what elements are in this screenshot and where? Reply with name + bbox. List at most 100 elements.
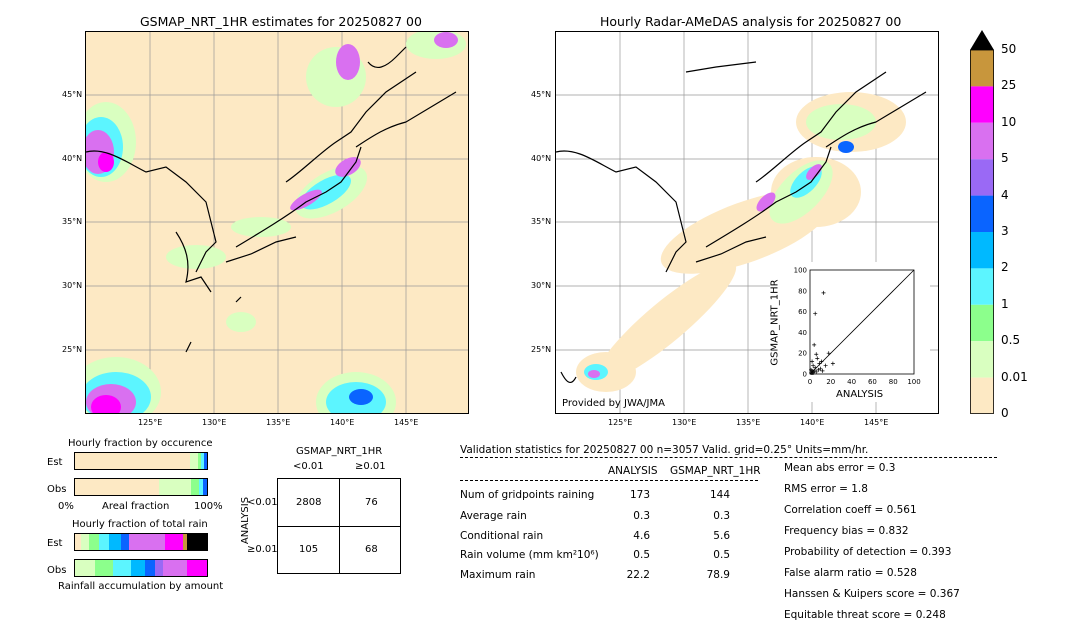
left-lat-35: 35°N	[62, 217, 83, 226]
right-lon-135: 135°E	[736, 418, 761, 427]
right-coastlines	[556, 61, 927, 384]
validation-analysis-value: 0.3	[633, 510, 650, 522]
contingency-row-2: ≥0.01	[247, 544, 278, 555]
occurrence-axis-left: 0%	[58, 501, 74, 512]
scatter-point	[814, 352, 819, 357]
colorbar-tick-label: 3	[1001, 224, 1009, 238]
validation-col-gsmap: GSMAP_NRT_1HR	[670, 465, 761, 477]
left-lon-125: 125°E	[138, 418, 163, 427]
right-lat-35: 35°N	[531, 217, 552, 226]
scatter-point	[821, 290, 826, 295]
score-line: Correlation coeff = 0.561	[784, 504, 917, 516]
scatter-point	[813, 365, 818, 370]
occurrence-bar-obs	[74, 478, 208, 496]
left-lon-135: 135°E	[266, 418, 291, 427]
colorbar-segment	[970, 232, 994, 269]
colorbar-tick-label: 5	[1001, 151, 1009, 166]
occurrence-bar-est	[74, 452, 208, 470]
validation-row-label: Average rain	[460, 510, 527, 522]
scatter-point	[818, 366, 823, 371]
left-map-title: GSMAP_NRT_1HR estimates for 20250827 00	[140, 14, 422, 29]
scatter-panel: 0 0 20 20 40 40 60 60 80 80 100 100 ANALYSIS GSMAP_…	[770, 262, 930, 402]
left-lon-130: 130°E	[202, 418, 227, 427]
scatter-point	[820, 368, 825, 373]
validation-gsmap-value: 0.3	[713, 510, 730, 522]
scatter-point	[810, 368, 815, 373]
colorbar-segment	[970, 122, 994, 160]
colorbar-tick-label: 0	[1001, 406, 1009, 420]
colorbar-segment	[970, 341, 994, 378]
total-rain-bar-obs	[74, 559, 208, 577]
scatter-xtick: 80	[889, 378, 898, 386]
validation-analysis-value: 22.2	[626, 569, 650, 581]
colorbar-segment	[970, 50, 994, 87]
score-line: Probability of detection = 0.393	[784, 546, 952, 558]
left-lat-40: 40°N	[62, 154, 83, 163]
contingency-cell: 68	[365, 544, 378, 555]
scatter-point	[815, 356, 820, 361]
right-map-title: Hourly Radar-AMeDAS analysis for 2025082…	[600, 14, 902, 29]
score-line: Frequency bias = 0.832	[784, 525, 909, 537]
colorbar	[970, 30, 994, 414]
left-lat-25: 25°N	[62, 345, 83, 354]
colorbar-tick-label: 2	[1001, 260, 1009, 275]
contingency-col-1: <0.01	[293, 461, 324, 472]
scatter-point	[819, 359, 824, 364]
occurrence-row-est: Est	[47, 457, 63, 468]
scatter-point	[816, 367, 821, 372]
colorbar-extend	[970, 30, 994, 50]
contingency-row-1: <0.01	[247, 497, 278, 508]
validation-gsmap-value: 0.5	[713, 549, 730, 561]
scatter-point	[810, 359, 815, 364]
left-lon-145: 145°E	[394, 418, 419, 427]
scatter-ylabel: GSMAP_NRT_1HR	[769, 279, 781, 366]
scatter-xtick: 0	[808, 378, 812, 386]
total-rain-row-est: Est	[47, 538, 63, 549]
occurrence-axis-right: 100%	[194, 501, 223, 512]
left-lat-30: 30°N	[62, 281, 83, 290]
right-radar-coverage	[576, 92, 906, 392]
score-line: RMS error = 1.8	[784, 483, 868, 495]
occurrence-title: Hourly fraction by occurence	[68, 438, 213, 449]
scatter-xlabel: ANALYSIS	[836, 389, 884, 400]
scatter-ytick: 100	[794, 267, 807, 275]
score-line: Mean abs error = 0.3	[784, 462, 896, 474]
score-line: Equitable threat score = 0.248	[784, 609, 946, 621]
left-lon-140: 140°E	[330, 418, 355, 427]
contingency-table: 2808 76 105 68	[277, 478, 401, 574]
colorbar-tick-label: 0.01	[1001, 369, 1028, 384]
right-map-canvas	[556, 32, 938, 413]
scatter-xtick: 60	[868, 378, 877, 386]
validation-subdivider	[460, 480, 758, 481]
validation-row-label: Num of gridpoints raining	[460, 489, 595, 501]
scatter-ytick: 60	[798, 308, 807, 316]
total-rain-bar-est	[74, 533, 208, 551]
scatter-plot: 00 20 20 40 40 60 60 80 80 100 100	[794, 267, 921, 387]
scatter-point	[826, 351, 831, 356]
left-coastlines	[86, 46, 457, 353]
contingency-cell: 105	[299, 544, 319, 555]
scatter-ytick: 20	[798, 350, 807, 358]
validation-gsmap-value: 144	[709, 489, 730, 501]
colorbar-tick-label: 0.5	[1001, 333, 1021, 348]
left-map	[85, 31, 469, 414]
validation-gsmap-value: 5.6	[713, 530, 730, 542]
right-lon-140: 140°E	[800, 418, 825, 427]
colorbar-tick-label: 50	[1001, 42, 1017, 56]
validation-analysis-value: 0.5	[633, 549, 650, 561]
validation-row-label: Rain volume (mm km²10⁶)	[460, 549, 599, 561]
right-lat-45: 45°N	[531, 90, 552, 99]
contingency-cell: 76	[365, 497, 378, 508]
total-rain-footer: Rainfall accumulation by amount	[58, 581, 224, 592]
validation-analysis-value: 4.6	[633, 530, 650, 542]
scatter-point	[830, 361, 835, 366]
scatter-ytick: 40	[798, 329, 807, 337]
contingency-title: GSMAP_NRT_1HR	[296, 446, 383, 457]
left-lat-45: 45°N	[62, 90, 83, 99]
scatter-point	[811, 363, 816, 368]
validation-row-label: Maximum rain	[460, 569, 536, 581]
scatter-point	[823, 363, 828, 368]
scatter-point	[814, 369, 819, 374]
colorbar-canvas	[970, 30, 994, 414]
colorbar-segment	[970, 159, 994, 196]
